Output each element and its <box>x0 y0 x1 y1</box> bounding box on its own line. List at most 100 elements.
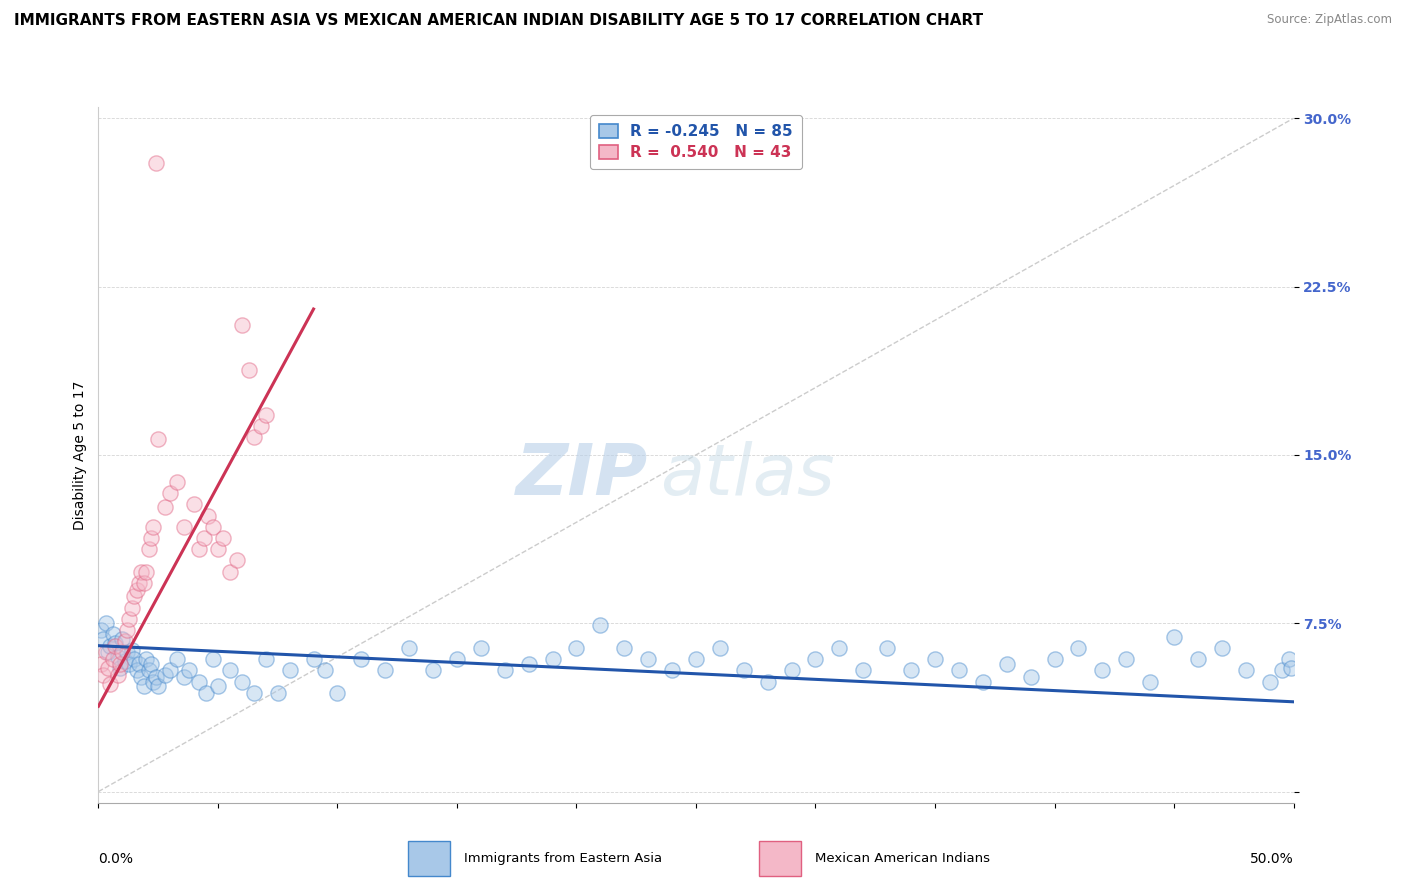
Point <box>350 652 373 666</box>
Point <box>1258 674 1281 689</box>
Point <box>219 565 242 579</box>
Point <box>148 432 170 446</box>
Point <box>243 686 266 700</box>
Text: Immigrants from Eastern Asia: Immigrants from Eastern Asia <box>464 852 662 865</box>
Point <box>804 652 827 666</box>
Point <box>238 362 260 376</box>
Point <box>166 475 188 489</box>
Point <box>661 664 683 678</box>
Point <box>108 657 131 671</box>
Point <box>128 657 150 671</box>
Point <box>159 664 181 678</box>
Point <box>94 645 117 659</box>
Bar <box>408 841 450 876</box>
Point <box>94 616 117 631</box>
Point <box>187 542 209 557</box>
Point <box>924 652 946 666</box>
Point <box>494 664 516 678</box>
Point <box>541 652 564 666</box>
Y-axis label: Disability Age 5 to 17: Disability Age 5 to 17 <box>73 380 87 530</box>
Point <box>1091 664 1114 678</box>
Point <box>97 661 120 675</box>
Point <box>104 636 127 650</box>
Point <box>207 542 229 557</box>
Point <box>148 679 170 693</box>
Point <box>197 508 219 523</box>
Point <box>1019 670 1042 684</box>
Point <box>756 674 779 689</box>
Point <box>118 612 141 626</box>
Point <box>138 542 160 557</box>
Point <box>1163 630 1185 644</box>
Point <box>173 670 195 684</box>
Point <box>139 531 162 545</box>
Point <box>107 668 129 682</box>
Point <box>1211 640 1233 655</box>
Point <box>194 686 217 700</box>
Point <box>173 520 195 534</box>
Point <box>131 565 153 579</box>
Point <box>125 582 148 597</box>
Text: IMMIGRANTS FROM EASTERN ASIA VS MEXICAN AMERICAN INDIAN DISABILITY AGE 5 TO 17 C: IMMIGRANTS FROM EASTERN ASIA VS MEXICAN … <box>14 13 983 29</box>
Point <box>470 640 492 655</box>
Point <box>374 664 396 678</box>
Point <box>1067 640 1090 655</box>
Point <box>104 639 127 653</box>
Point <box>211 531 233 545</box>
Point <box>1271 664 1294 678</box>
Point <box>187 674 209 689</box>
Point <box>132 679 155 693</box>
Point <box>733 664 755 678</box>
Point <box>1043 652 1066 666</box>
Point <box>107 649 129 664</box>
Point <box>398 640 420 655</box>
Point <box>193 531 215 545</box>
Point <box>101 627 124 641</box>
Point <box>446 652 468 666</box>
Point <box>254 408 277 422</box>
Point <box>1278 652 1301 666</box>
Text: atlas: atlas <box>661 442 835 510</box>
Point <box>1187 652 1209 666</box>
Point <box>302 652 325 666</box>
Point <box>250 418 273 433</box>
Point <box>118 657 141 671</box>
Point <box>115 623 138 637</box>
Point <box>90 657 112 671</box>
Point <box>121 643 143 657</box>
Point <box>326 686 349 700</box>
Point <box>828 640 851 655</box>
Point <box>219 664 242 678</box>
Point <box>98 639 122 653</box>
Point <box>900 664 922 678</box>
Point <box>589 618 612 632</box>
Point <box>1234 664 1257 678</box>
Point <box>1279 661 1302 675</box>
Point <box>121 600 143 615</box>
Point <box>111 632 134 646</box>
Point <box>114 654 136 668</box>
Point <box>267 686 290 700</box>
Text: Mexican American Indians: Mexican American Indians <box>815 852 990 865</box>
Point <box>231 318 253 332</box>
Point <box>254 652 277 666</box>
Point <box>278 664 301 678</box>
Point <box>108 661 131 675</box>
Text: ZIP: ZIP <box>516 442 648 510</box>
Point <box>145 670 167 684</box>
Point <box>315 664 337 678</box>
Point <box>207 679 229 693</box>
Point <box>517 657 540 671</box>
Point <box>155 668 177 682</box>
Point <box>132 575 155 590</box>
Point <box>166 652 188 666</box>
Point <box>243 430 266 444</box>
Point <box>709 640 731 655</box>
Point <box>685 652 707 666</box>
Point <box>852 664 875 678</box>
Text: 50.0%: 50.0% <box>1250 852 1294 865</box>
Point <box>948 664 970 678</box>
Point <box>115 645 138 659</box>
Point <box>876 640 898 655</box>
Text: 0.0%: 0.0% <box>98 852 134 865</box>
